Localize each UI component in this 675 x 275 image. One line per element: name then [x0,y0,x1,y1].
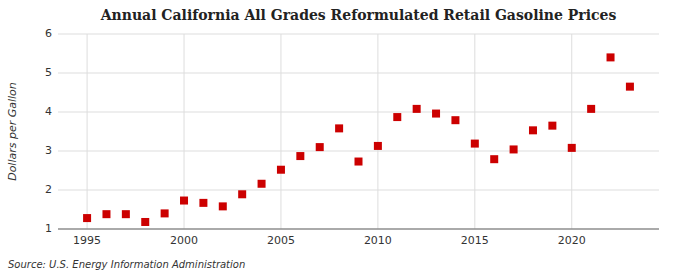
y-tick-label: 6 [45,27,52,40]
point [296,152,304,160]
point [355,158,363,166]
point [568,144,576,152]
x-tick-label: 2015 [461,234,489,247]
point [180,197,188,205]
x-tick-label: 2005 [267,234,295,247]
point [316,143,324,151]
x-grid-line [280,34,281,229]
axes: 1 2 3 4 5 6 1995 2000 2005 2010 2015 2020 [45,27,586,247]
point [490,155,498,163]
y-grid-line [58,112,659,113]
x-grid-line [87,34,88,229]
point [393,113,401,121]
y-tick-label: 5 [45,66,52,79]
y-tick-label: 4 [45,105,52,118]
x-axis-line [58,229,659,230]
x-grid-line [571,34,572,229]
point [626,83,634,91]
y-grid-line [58,73,659,74]
x-tick-label: 2000 [170,234,198,247]
point [335,124,343,132]
point [161,209,169,217]
point [374,142,382,150]
y-tick-label: 3 [45,144,52,157]
x-grid-line [377,34,378,229]
x-tick-label: 1995 [73,234,101,247]
chart-svg: 1 2 3 4 5 6 1995 2000 2005 2010 2015 2020 Dollars pe… [0,0,675,275]
point [83,214,91,222]
point [199,199,207,207]
x-tick-label: 2020 [558,234,586,247]
point [607,53,615,61]
grid [58,34,659,229]
y-tick-label: 1 [45,222,52,235]
x-tick-label: 2010 [364,234,392,247]
y-tick-label: 2 [45,183,52,196]
point [529,126,537,134]
points [83,53,634,226]
point [141,218,149,226]
y-axis-label: Dollars per Gallon [6,82,19,181]
y-grid-line [58,34,659,35]
y-grid-line [58,190,659,191]
point [219,202,227,210]
point [510,145,518,153]
point [238,190,246,198]
point [413,105,421,113]
point [451,116,459,124]
point [587,105,595,113]
plot-area [58,34,659,229]
point [548,122,556,130]
x-grid-line [474,34,475,229]
point [258,180,266,188]
chart-container: 1 2 3 4 5 6 1995 2000 2005 2010 2015 2020 Dollars pe… [0,0,675,275]
point [277,166,285,174]
source-note: Source: U.S. Energy Information Administ… [8,259,245,270]
point [102,210,110,218]
y-grid-line [58,229,659,230]
chart-title: Annual California All Grades Reformulate… [100,7,617,23]
point [471,140,479,148]
point [122,210,130,218]
point [432,110,440,118]
